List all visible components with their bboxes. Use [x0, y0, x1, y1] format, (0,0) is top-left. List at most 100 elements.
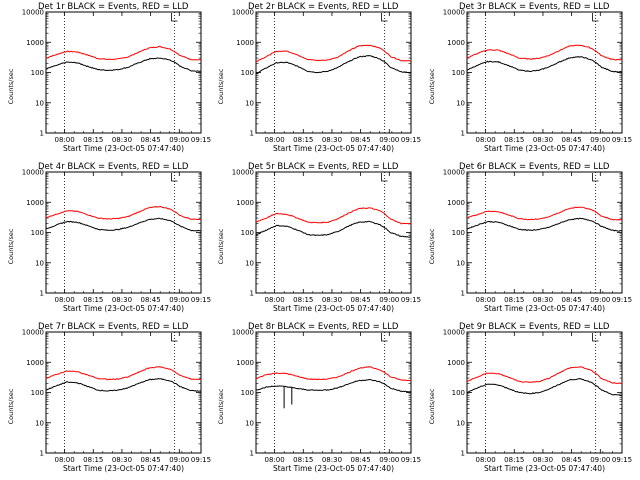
lld-series-line: [466, 366, 622, 384]
plot-frame: [255, 331, 412, 454]
x-tick-label: 08:30: [533, 296, 553, 304]
y-tick-label: 10: [245, 419, 254, 427]
plot-frame: [466, 331, 623, 454]
y-axis-label: Counts/sec: [428, 228, 436, 264]
panel-det-5r: Det 5r BLACK = Events, RED = LLD 1 10 100 10…: [217, 162, 421, 313]
y-tick-label: 100: [31, 69, 44, 77]
x-tick-label: 08:30: [533, 136, 553, 144]
x-tick-label: 09:15: [191, 136, 211, 144]
events-series-line: [255, 378, 412, 409]
panel-title: Det 2r BLACK = Events, RED = LLD: [248, 2, 399, 12]
x-tick-label: 08:15: [504, 456, 524, 464]
x-tick-label: 09:15: [612, 136, 632, 144]
x-tick-label: 09:00: [590, 456, 610, 464]
panel-title: Det 1r BLACK = Events, RED = LLD: [38, 2, 189, 12]
panel-title: Det 5r BLACK = Events, RED = LLD: [248, 162, 399, 172]
x-tick-label: 09:15: [612, 296, 632, 304]
y-tick-label: 1: [461, 450, 465, 458]
y-tick-label: 10000: [22, 329, 44, 337]
corner-marker: [592, 173, 599, 182]
x-tick-label: 08:30: [322, 296, 342, 304]
y-tick-label: 100: [452, 389, 465, 397]
y-axis-label: Counts/sec: [7, 388, 15, 424]
panel-det-6r: Det 6r BLACK = Events, RED = LLD 1 10 100 10…: [428, 162, 632, 313]
events-series-line: [255, 220, 412, 238]
x-tick-label: 08:00: [265, 296, 285, 304]
x-tick-label: 09:00: [169, 136, 189, 144]
x-tick-label: 08:30: [322, 136, 342, 144]
corner-marker: [381, 333, 388, 342]
y-tick-label: 1: [40, 130, 44, 138]
y-tick-label: 10: [245, 259, 254, 267]
x-tick-label: 08:45: [351, 296, 371, 304]
x-tick-label: 08:15: [293, 456, 313, 464]
x-axis-label: Start Time (23-Oct-05 07:47:40): [63, 464, 184, 473]
y-tick-label: 1: [250, 290, 254, 298]
x-tick-label: 08:00: [476, 456, 496, 464]
x-tick-label: 08:00: [55, 456, 75, 464]
x-tick-label: 08:45: [562, 296, 582, 304]
x-tick-label: 08:15: [83, 456, 103, 464]
events-series-line: [45, 217, 201, 232]
x-tick-label: 09:00: [379, 456, 399, 464]
y-tick-label: 10000: [232, 169, 254, 177]
y-tick-label: 10: [456, 99, 465, 107]
y-tick-label: 100: [31, 389, 44, 397]
y-tick-label: 1000: [26, 359, 44, 367]
x-tick-label: 08:45: [141, 136, 161, 144]
y-tick-label: 10: [35, 99, 44, 107]
corner-marker: [171, 333, 178, 342]
y-tick-label: 1000: [236, 199, 254, 207]
x-tick-label: 08:00: [476, 136, 496, 144]
x-tick-label: 08:45: [141, 296, 161, 304]
x-tick-label: 08:45: [351, 136, 371, 144]
y-tick-label: 1: [250, 450, 254, 458]
x-tick-label: 08:15: [83, 296, 103, 304]
events-series-line: [255, 55, 411, 75]
x-tick-label: 08:30: [112, 296, 132, 304]
x-tick-label: 08:00: [476, 296, 496, 304]
y-tick-label: 10000: [22, 169, 44, 177]
x-axis-label: Start Time (23-Oct-05 07:47:40): [63, 304, 184, 313]
panel-det-9r: Det 9r BLACK = Events, RED = LLD 1 10 100 10…: [428, 322, 632, 473]
x-tick-label: 09:15: [401, 456, 421, 464]
plot-frame: [255, 11, 412, 134]
events-series-line: [466, 56, 622, 73]
x-axis-label: Start Time (23-Oct-05 07:47:40): [273, 144, 394, 153]
y-tick-label: 10: [456, 259, 465, 267]
lld-series-line: [255, 44, 412, 63]
y-tick-label: 1: [461, 290, 465, 298]
y-tick-label: 100: [31, 229, 44, 237]
events-series-line: [45, 377, 202, 392]
corner-marker: [381, 173, 388, 182]
x-tick-label: 09:00: [169, 296, 189, 304]
panel-title: Det 7r BLACK = Events, RED = LLD: [38, 322, 189, 332]
x-tick-label: 08:30: [112, 456, 132, 464]
x-tick-label: 08:30: [533, 456, 553, 464]
lld-series-line: [256, 207, 412, 225]
y-tick-label: 1000: [26, 39, 44, 47]
x-axis-label: Start Time (23-Oct-05 07:47:40): [63, 144, 184, 153]
y-axis-label: Counts/sec: [7, 228, 15, 264]
x-axis-label: Start Time (23-Oct-05 07:47:40): [484, 464, 605, 473]
lld-series-line: [45, 45, 202, 61]
events-series-line: [466, 217, 623, 232]
y-tick-label: 10000: [232, 9, 254, 17]
lld-series-line: [46, 205, 202, 221]
y-tick-label: 10000: [22, 9, 44, 17]
y-tick-label: 1: [461, 130, 465, 138]
x-tick-label: 09:15: [191, 296, 211, 304]
events-series-line: [466, 378, 623, 397]
x-axis-label: Start Time (23-Oct-05 07:47:40): [273, 464, 394, 473]
y-tick-label: 100: [452, 69, 465, 77]
y-tick-label: 10000: [232, 329, 254, 337]
y-axis-label: Counts/sec: [428, 388, 436, 424]
y-tick-label: 10000: [443, 169, 465, 177]
y-axis-label: Counts/sec: [217, 228, 225, 264]
y-tick-label: 10: [456, 419, 465, 427]
panel-det-3r: Det 3r BLACK = Events, RED = LLD 1 10 100 10…: [428, 2, 632, 153]
plot-frame: [45, 331, 202, 454]
x-tick-label: 08:45: [562, 456, 582, 464]
plot-frame: [466, 11, 623, 134]
